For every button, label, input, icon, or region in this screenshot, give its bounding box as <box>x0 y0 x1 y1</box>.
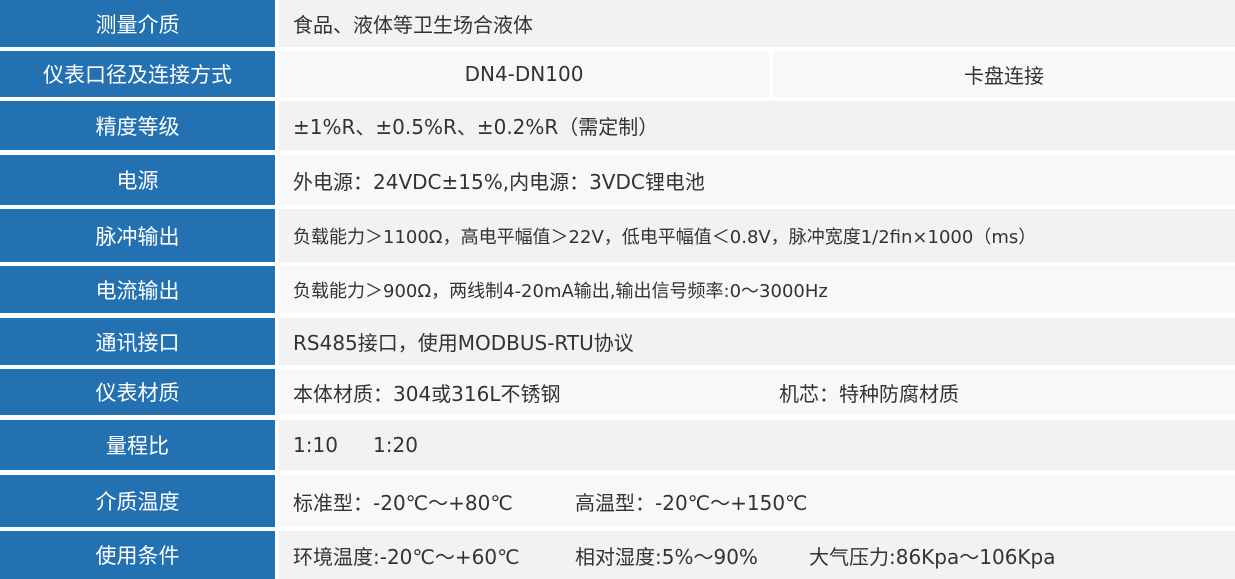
spec-label: 测量介质 <box>0 0 275 47</box>
spec-row-conditions: 使用条件 环境温度:-20℃～+60℃ 相对湿度:5%～90% 大气压力:86K… <box>0 531 1235 579</box>
spec-row-diameter: 仪表口径及连接方式 DN4-DN100 卡盘连接 <box>0 51 1235 97</box>
spec-value: ±1%R、±0.5%R、±0.2%R（需定制） <box>279 101 1235 150</box>
spec-value-pressure: 大气压力:86Kpa～106Kpa <box>809 544 1056 569</box>
spec-label: 仪表口径及连接方式 <box>0 51 275 97</box>
spec-row-temperature: 介质温度 标准型：-20℃～+80℃ 高温型：-20℃～+150℃ <box>0 475 1235 527</box>
spec-row-range-ratio: 量程比 1:10 1:20 <box>0 420 1235 470</box>
spec-value: 1:10 <box>293 433 338 457</box>
spec-value: 负载能力＞900Ω，两线制4-20mA输出,输出信号频率:0～3000Hz <box>279 266 1235 313</box>
spec-row-material: 仪表材质 本体材质：304或316L不锈钢 机芯：特种防腐材质 <box>0 369 1235 415</box>
spec-label: 电流输出 <box>0 266 275 313</box>
spec-value: 负载能力＞1100Ω，高电平幅值＞22V，低电平幅值＜0.8V，脉冲宽度1/2f… <box>279 209 1235 262</box>
spec-label: 精度等级 <box>0 101 275 150</box>
spec-value-ambient: 环境温度:-20℃～+60℃ <box>293 544 520 569</box>
spec-label: 通讯接口 <box>0 318 275 365</box>
spec-row-medium: 测量介质 食品、液体等卫生场合液体 <box>0 0 1235 47</box>
spec-value-humidity: 相对湿度:5%～90% <box>575 544 758 569</box>
spec-row-power: 电源 外电源：24VDC±15%,内电源：3VDC锂电池 <box>0 155 1235 205</box>
spec-label: 脉冲输出 <box>0 209 275 262</box>
spec-row-current: 电流输出 负载能力＞900Ω，两线制4-20mA输出,输出信号频率:0～3000… <box>0 266 1235 313</box>
spec-label: 电源 <box>0 155 275 205</box>
spec-value: 食品、液体等卫生场合液体 <box>279 0 1235 47</box>
spec-row-comm: 通讯接口 RS485接口，使用MODBUS-RTU协议 <box>0 318 1235 365</box>
spec-row-accuracy: 精度等级 ±1%R、±0.5%R、±0.2%R（需定制） <box>0 101 1235 150</box>
spec-value-connection: 卡盘连接 <box>773 51 1235 97</box>
spec-value-high: 高温型：-20℃～+150℃ <box>575 490 808 515</box>
spec-label: 介质温度 <box>0 475 275 527</box>
spec-label: 使用条件 <box>0 531 275 579</box>
spec-value: RS485接口，使用MODBUS-RTU协议 <box>279 318 1235 365</box>
spec-value-standard: 标准型：-20℃～+80℃ <box>293 490 513 515</box>
spec-row-pulse: 脉冲输出 负载能力＞1100Ω，高电平幅值＞22V，低电平幅值＜0.8V，脉冲宽… <box>0 209 1235 262</box>
spec-value: 外电源：24VDC±15%,内电源：3VDC锂电池 <box>279 155 1235 205</box>
spec-value-2: 1:20 <box>373 433 418 457</box>
spec-label: 仪表材质 <box>0 369 275 415</box>
spec-value-core: 机芯：特种防腐材质 <box>779 381 959 406</box>
spec-value-body: 本体材质：304或316L不锈钢 <box>293 381 561 406</box>
spec-label: 量程比 <box>0 420 275 470</box>
spec-value: DN4-DN100 <box>279 51 769 97</box>
